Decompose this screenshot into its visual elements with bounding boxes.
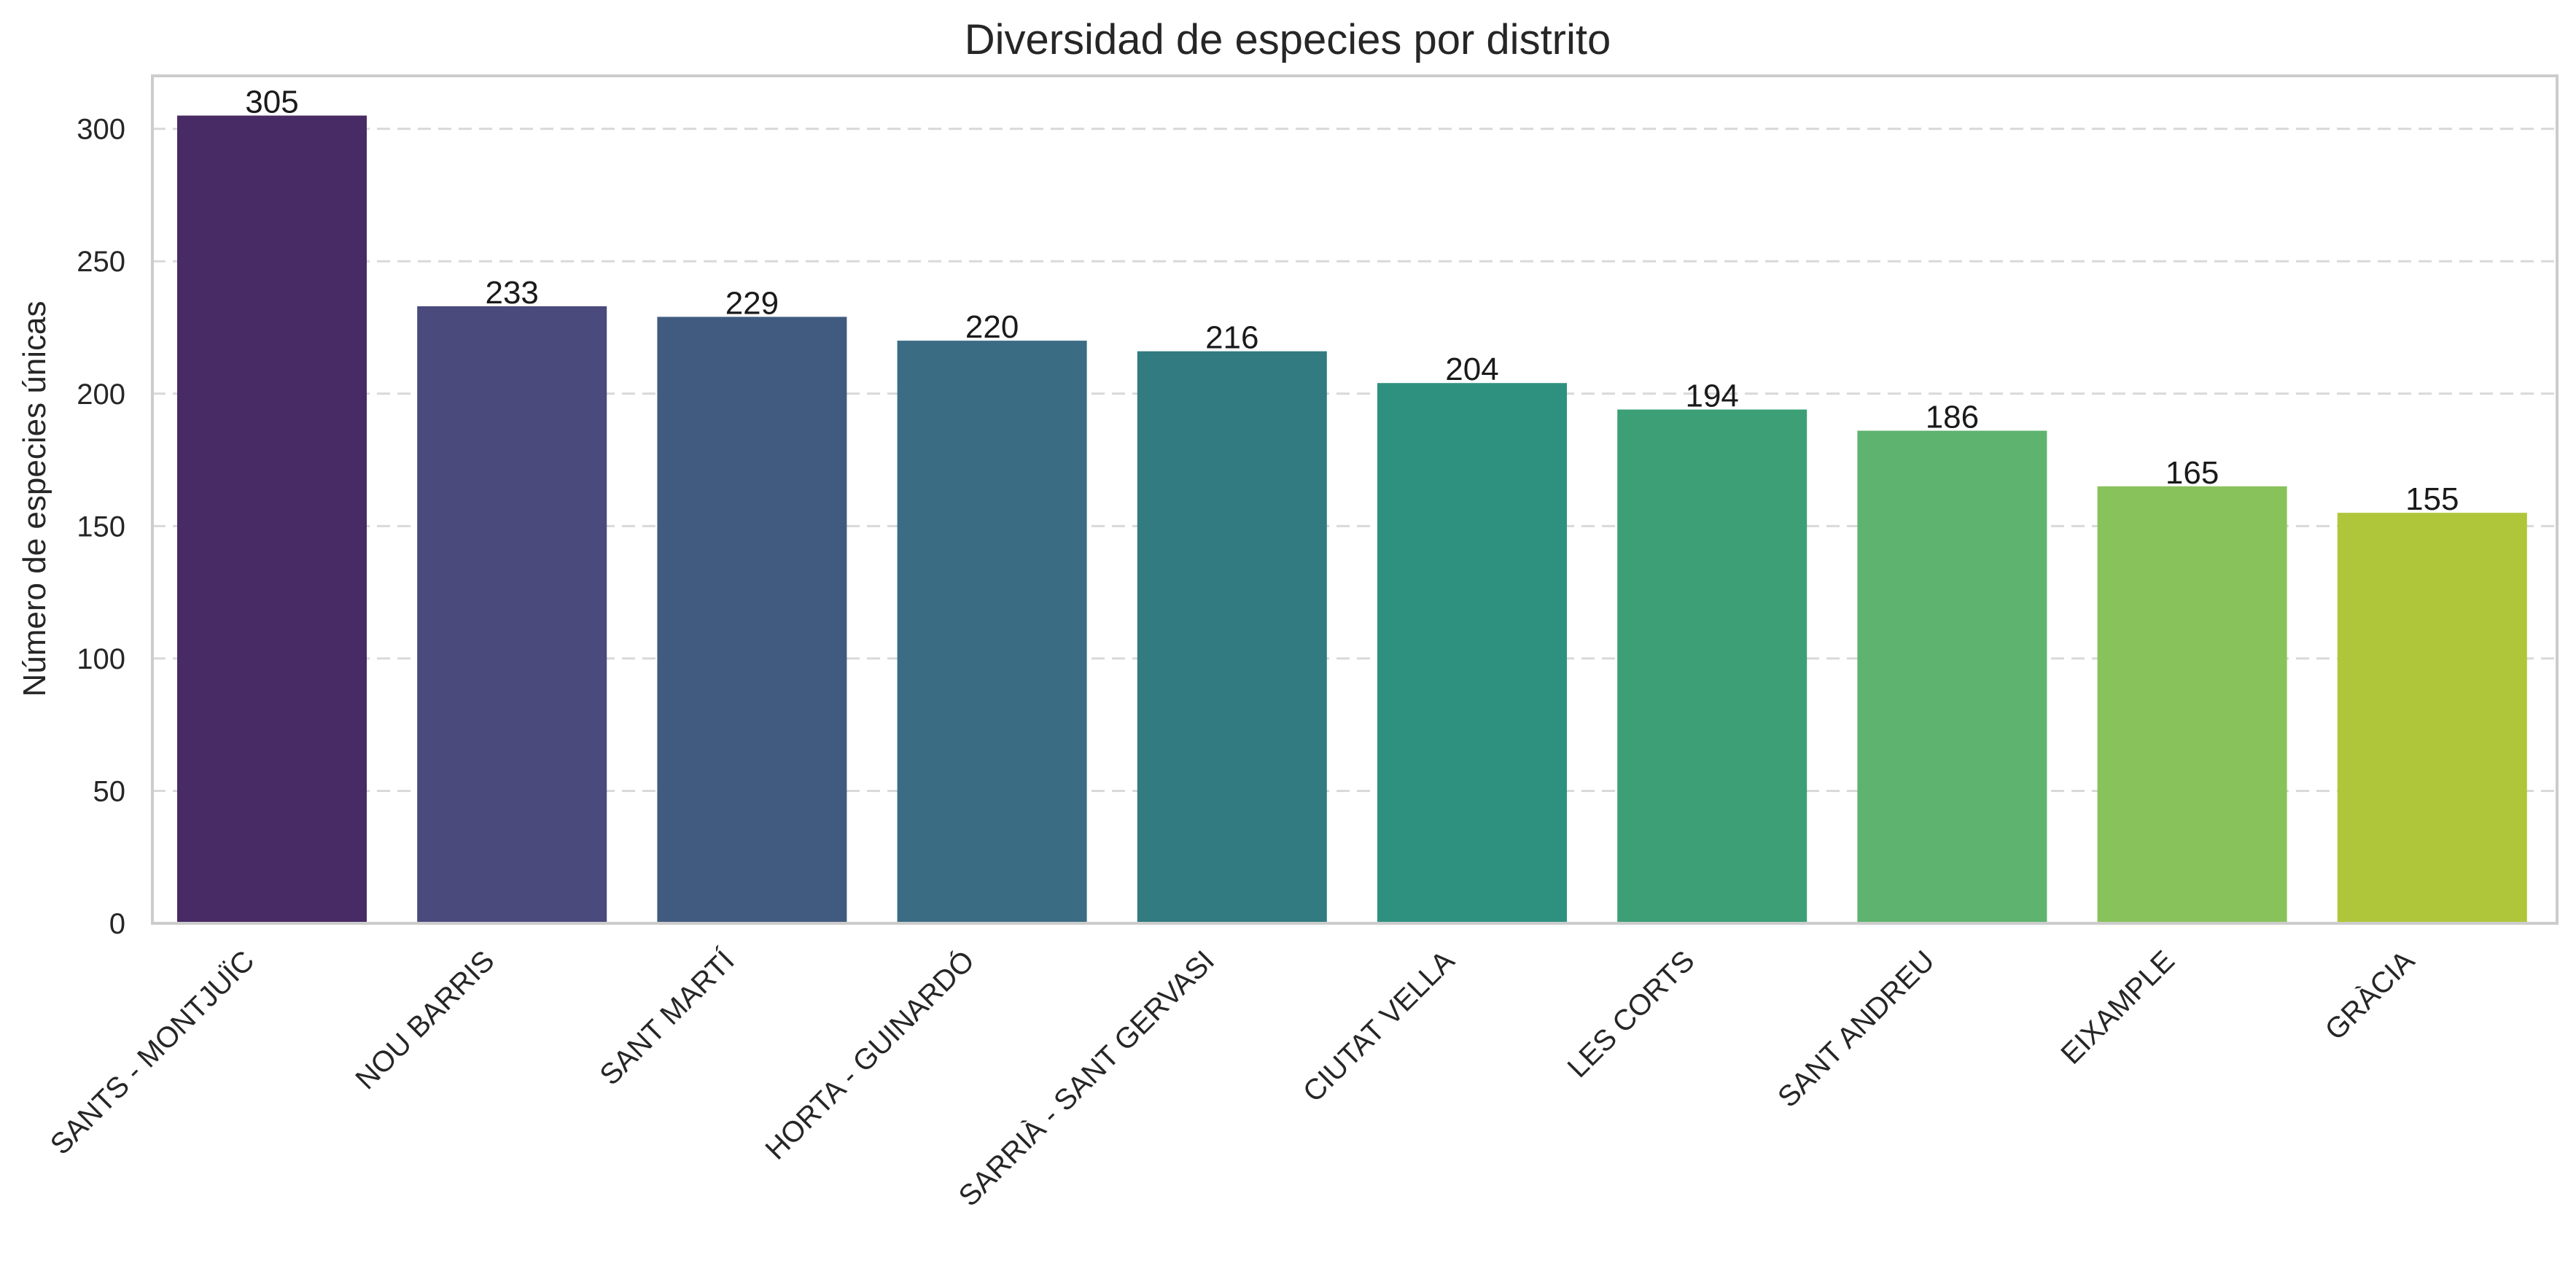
bar xyxy=(2337,513,2527,923)
bar-value-label: 220 xyxy=(965,309,1019,345)
x-tick-label: LES CORTS xyxy=(1562,944,1701,1084)
bar-value-label: 194 xyxy=(1685,379,1738,414)
bar-value-label: 186 xyxy=(1926,400,1979,435)
bar-value-label: 305 xyxy=(245,84,298,120)
y-tick-label: 0 xyxy=(109,908,125,940)
x-tick-label: CIUTAT VELLA xyxy=(1297,944,1461,1109)
y-tick-label: 200 xyxy=(77,379,125,411)
bar-value-label: 229 xyxy=(725,285,779,321)
y-tick-label: 150 xyxy=(77,511,125,543)
bar-value-label: 204 xyxy=(1445,352,1498,387)
bar-value-label: 155 xyxy=(2405,481,2459,517)
bar-value-label: 216 xyxy=(1205,320,1258,356)
x-tick-label: SANT MARTÍ xyxy=(594,944,742,1092)
plot-frame xyxy=(151,74,2559,925)
bar-value-label: 165 xyxy=(2166,455,2219,491)
y-tick-label: 300 xyxy=(77,114,125,146)
x-tick-label: SANT ANDREU xyxy=(1772,944,1941,1114)
data-labels: 305 233 229 220 216 204 194 186 165 155 xyxy=(245,84,2459,517)
bar xyxy=(1377,383,1567,923)
bar xyxy=(177,115,367,923)
x-tick-label: EIXAMPLE xyxy=(2055,944,2181,1071)
bar xyxy=(1617,409,1808,923)
bar xyxy=(897,341,1087,923)
bar xyxy=(657,317,847,924)
bar-value-label: 233 xyxy=(485,275,538,311)
bar xyxy=(1137,351,1327,923)
bars xyxy=(177,115,2527,924)
x-tick-label: NOU BARRIS xyxy=(349,944,500,1095)
x-tick-label: SANTS - MONTJUÏC xyxy=(44,944,261,1161)
y-tick-label: 250 xyxy=(77,246,125,278)
y-axis-label: Número de especies únicas xyxy=(17,301,52,697)
chart-title: Diversidad de especies por distrito xyxy=(965,16,1611,63)
bar xyxy=(2097,486,2287,923)
bar xyxy=(1857,430,2047,923)
bar xyxy=(417,306,607,923)
y-axis-ticks: 0 50 100 150 200 250 300 xyxy=(77,114,125,940)
x-tick-label: GRÀCIA xyxy=(2319,944,2421,1046)
x-tick-label: HORTA - GUINARDÓ xyxy=(759,944,981,1166)
x-tick-label: SARRIÀ - SANT GERVASI xyxy=(952,944,1221,1213)
y-tick-label: 100 xyxy=(77,643,125,675)
y-tick-label: 50 xyxy=(93,775,126,807)
x-axis-ticks: SANTS - MONTJUÏC NOU BARRIS SANT MARTÍ HORT… xyxy=(44,944,2421,1213)
